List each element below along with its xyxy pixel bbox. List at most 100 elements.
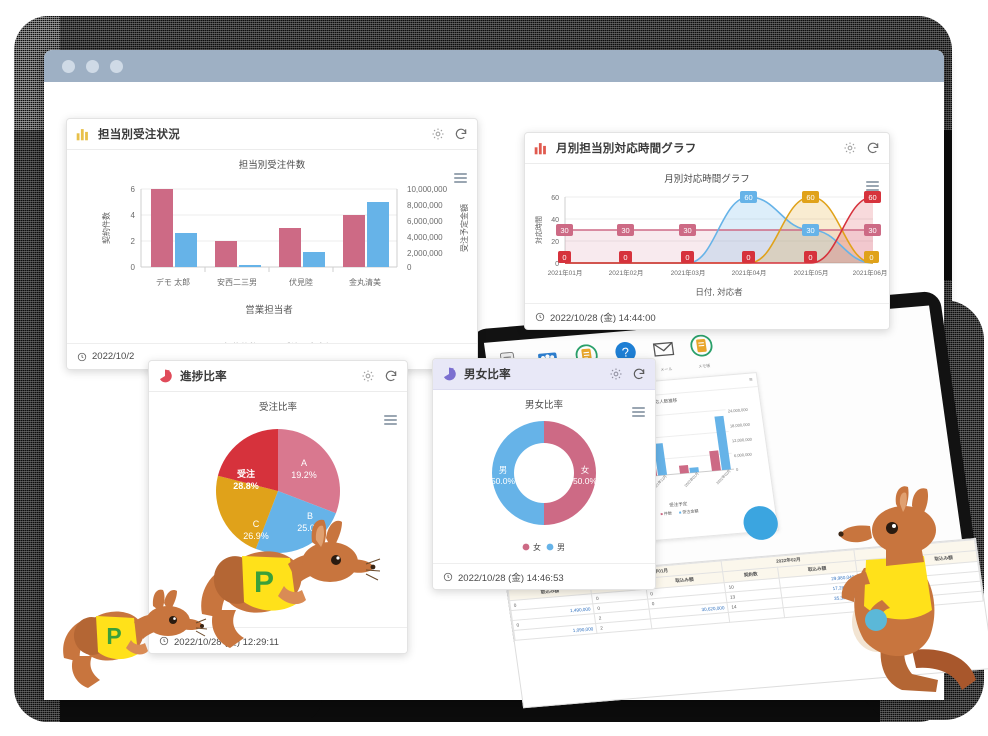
donut-label-male: 男 bbox=[499, 465, 508, 475]
svg-text:伏見陸: 伏見陸 bbox=[289, 277, 313, 287]
panel-line-title: 月別担当別対応時間グラフ bbox=[556, 143, 697, 155]
svg-text:安西二三男: 安西二三男 bbox=[217, 277, 257, 287]
pie-chart-title: 受注比率 bbox=[258, 402, 297, 413]
bar-pink-2 bbox=[279, 228, 301, 267]
donut-chart-title: 男女比率 bbox=[524, 400, 563, 411]
svg-text:2021年01月: 2021年01月 bbox=[548, 268, 583, 277]
svg-text:18,000,000: 18,000,000 bbox=[730, 422, 751, 429]
svg-text:0: 0 bbox=[746, 253, 750, 262]
donut-chart-svg: 男 50.0% 女 50.0% 女 男 bbox=[491, 421, 598, 552]
bar-chart-icon bbox=[76, 127, 90, 141]
bar-blue-1 bbox=[239, 265, 261, 267]
note-icon[interactable]: メモ帳 bbox=[689, 334, 716, 371]
bar-chart-title: 担当別受注件数 bbox=[238, 160, 306, 171]
gear-icon[interactable] bbox=[431, 127, 445, 141]
gear-icon[interactable] bbox=[843, 141, 857, 155]
donut-slice-female bbox=[544, 421, 596, 525]
mail-icon[interactable]: メール bbox=[651, 337, 678, 374]
svg-text:0: 0 bbox=[562, 253, 566, 262]
clock-icon bbox=[443, 572, 453, 581]
svg-text:60: 60 bbox=[744, 193, 752, 202]
pie-label-C: C bbox=[253, 519, 260, 529]
svg-text:営業担当者: 営業担当者 bbox=[245, 304, 293, 316]
hamburger-icon[interactable]: ≡ bbox=[748, 376, 754, 384]
svg-text:40: 40 bbox=[551, 217, 559, 224]
pie-value-B: 25.0% bbox=[297, 523, 323, 533]
svg-text:女: 女 bbox=[533, 542, 541, 552]
svg-text:対応時間: 対応時間 bbox=[534, 216, 543, 244]
maximize-dot[interactable] bbox=[110, 59, 123, 73]
refresh-icon[interactable] bbox=[866, 141, 880, 155]
refresh-icon[interactable] bbox=[384, 369, 398, 383]
pie-slice-A bbox=[278, 429, 341, 514]
hamburger-icon[interactable] bbox=[632, 407, 645, 417]
kangaroo-mascot-left: P bbox=[58, 588, 208, 696]
pie-value-C: 26.9% bbox=[243, 531, 269, 541]
panel-donut-chart: 男女比率 男女比率 男 50.0% 女 50.0% bbox=[432, 358, 656, 590]
svg-text:2,000,000: 2,000,000 bbox=[407, 249, 443, 258]
panel-line-chart: 月別担当別対応時間グラフ 月別対応時間グラフ bbox=[524, 132, 890, 330]
help-icon[interactable]: ? ヘルプ bbox=[613, 340, 640, 377]
refresh-icon[interactable] bbox=[632, 367, 646, 381]
panel-pie-header: 進捗比率 bbox=[149, 361, 407, 392]
svg-text:金丸清美: 金丸清美 bbox=[349, 277, 381, 287]
svg-text:2021年02月: 2021年02月 bbox=[609, 268, 644, 277]
svg-text:6: 6 bbox=[131, 185, 136, 194]
refresh-icon[interactable] bbox=[454, 127, 468, 141]
svg-text:P: P bbox=[254, 566, 274, 599]
pie-slice-juchu bbox=[217, 429, 278, 491]
gear-icon[interactable] bbox=[609, 367, 623, 381]
svg-text:2021年03月: 2021年03月 bbox=[671, 268, 706, 277]
bar-blue-3 bbox=[367, 202, 389, 267]
browser-titlebar bbox=[44, 50, 944, 82]
svg-text:日付, 対応者: 日付, 対応者 bbox=[695, 287, 743, 297]
svg-text:0: 0 bbox=[736, 467, 740, 472]
close-dot[interactable] bbox=[62, 59, 75, 73]
panel-pie-title: 進捗比率 bbox=[180, 371, 227, 383]
clock-icon bbox=[535, 312, 545, 321]
hamburger-icon[interactable] bbox=[866, 181, 879, 191]
panel-line-footer: 2022/10/28 (金) 14:44:00 bbox=[525, 303, 889, 329]
svg-text:P: P bbox=[106, 623, 121, 649]
pie-label-juchu: 受注 bbox=[237, 468, 255, 479]
clock-icon bbox=[77, 352, 87, 361]
clock-icon bbox=[159, 636, 169, 645]
bar-pink-3 bbox=[343, 215, 365, 267]
gear-icon[interactable] bbox=[361, 369, 375, 383]
pie-value-juchu: 28.8% bbox=[233, 481, 259, 491]
svg-text:60: 60 bbox=[806, 193, 814, 202]
svg-text:12,000,000: 12,000,000 bbox=[732, 437, 753, 444]
bar-blue-2 bbox=[303, 252, 325, 267]
pie-value-A: 19.2% bbox=[291, 470, 317, 480]
panel-line-header: 月別担当別対応時間グラフ bbox=[525, 133, 889, 164]
line-chart-title: 月別対応時間グラフ bbox=[664, 174, 750, 185]
svg-text:8,000,000: 8,000,000 bbox=[407, 201, 443, 210]
panel-donut-title: 男女比率 bbox=[464, 369, 511, 381]
minimize-dot[interactable] bbox=[86, 59, 99, 73]
bar-chart-icon bbox=[534, 141, 548, 155]
bar-blue-0 bbox=[175, 233, 197, 267]
svg-text:20: 20 bbox=[551, 239, 559, 246]
svg-text:6,000,000: 6,000,000 bbox=[407, 217, 443, 226]
bar-pink-1 bbox=[215, 241, 237, 267]
device-legend-1: 受注金額 bbox=[682, 508, 699, 515]
svg-text:30: 30 bbox=[683, 226, 691, 235]
panel-donut-header: 男女比率 bbox=[433, 359, 655, 390]
donut-slice-male bbox=[492, 421, 544, 525]
device-icon-label: メモ帳 bbox=[697, 362, 711, 369]
panel-donut-timestamp: 2022/10/28 (金) 14:46:53 bbox=[458, 572, 564, 584]
hamburger-icon[interactable] bbox=[384, 415, 397, 425]
pie-label-A: A bbox=[301, 458, 307, 468]
pie-chart-icon bbox=[442, 367, 456, 381]
svg-text:0: 0 bbox=[131, 263, 136, 272]
donut-value-female: 50.0% bbox=[573, 476, 598, 486]
device-legend-0: 件数 bbox=[663, 510, 673, 517]
svg-text:30: 30 bbox=[806, 226, 814, 235]
donut-value-male: 50.0% bbox=[491, 476, 516, 486]
hamburger-icon[interactable] bbox=[454, 173, 467, 183]
svg-text:2021年04月: 2021年04月 bbox=[732, 268, 767, 277]
svg-text:0: 0 bbox=[685, 253, 689, 262]
svg-text:2: 2 bbox=[131, 237, 136, 246]
panel-bar-header: 担当別受注状況 bbox=[67, 119, 477, 150]
